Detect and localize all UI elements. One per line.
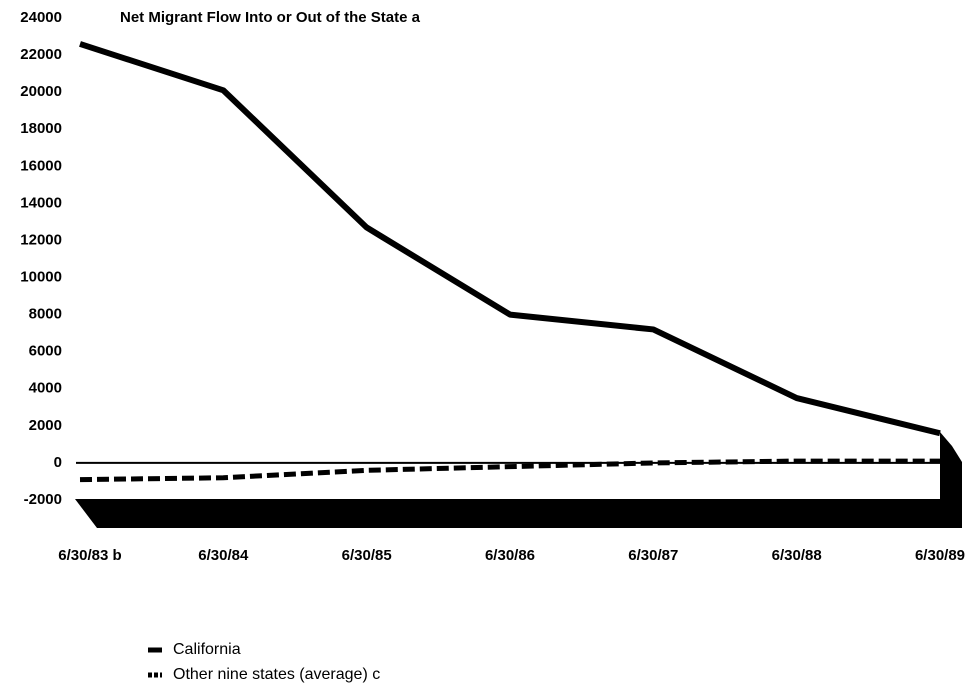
y-tick-label: 14000 [20,194,62,211]
series-line [79,458,940,483]
x-tick-label: 6/30/88 [772,547,822,564]
y-tick-label: 12000 [20,231,62,248]
y-tick-label: 18000 [20,120,62,137]
y-tick-label: 24000 [20,9,62,26]
x-tick-label: 6/30/83 b [58,547,121,564]
y-tick-label: 2000 [29,417,62,434]
chart-title: Net Migrant Flow Into or Out of the Stat… [120,9,421,26]
x-tick-label: 6/30/87 [628,547,678,564]
x-tick-label: 6/30/86 [485,547,535,564]
y-tick-label: 6000 [29,343,62,360]
y-tick-label: 16000 [20,157,62,174]
y-tick-label: 4000 [29,380,62,397]
y-tick-label: 10000 [20,269,62,286]
x-tick-label: 6/30/84 [198,547,249,564]
x-tick-label: 6/30/85 [342,547,392,564]
y-tick-label: 0 [54,454,62,471]
y-tick-label: 22000 [20,46,62,63]
x-tick-label: 6/30/89 [915,547,965,564]
chart-wall [940,432,962,528]
y-tick-label: 20000 [20,83,62,100]
y-tick-label: 8000 [29,306,62,323]
series-line [79,41,941,437]
legend-text: California [173,641,241,658]
chart-floor [75,499,962,528]
y-tick-label: -2000 [24,491,62,508]
legend-text: Other nine states (average) c [173,666,380,683]
